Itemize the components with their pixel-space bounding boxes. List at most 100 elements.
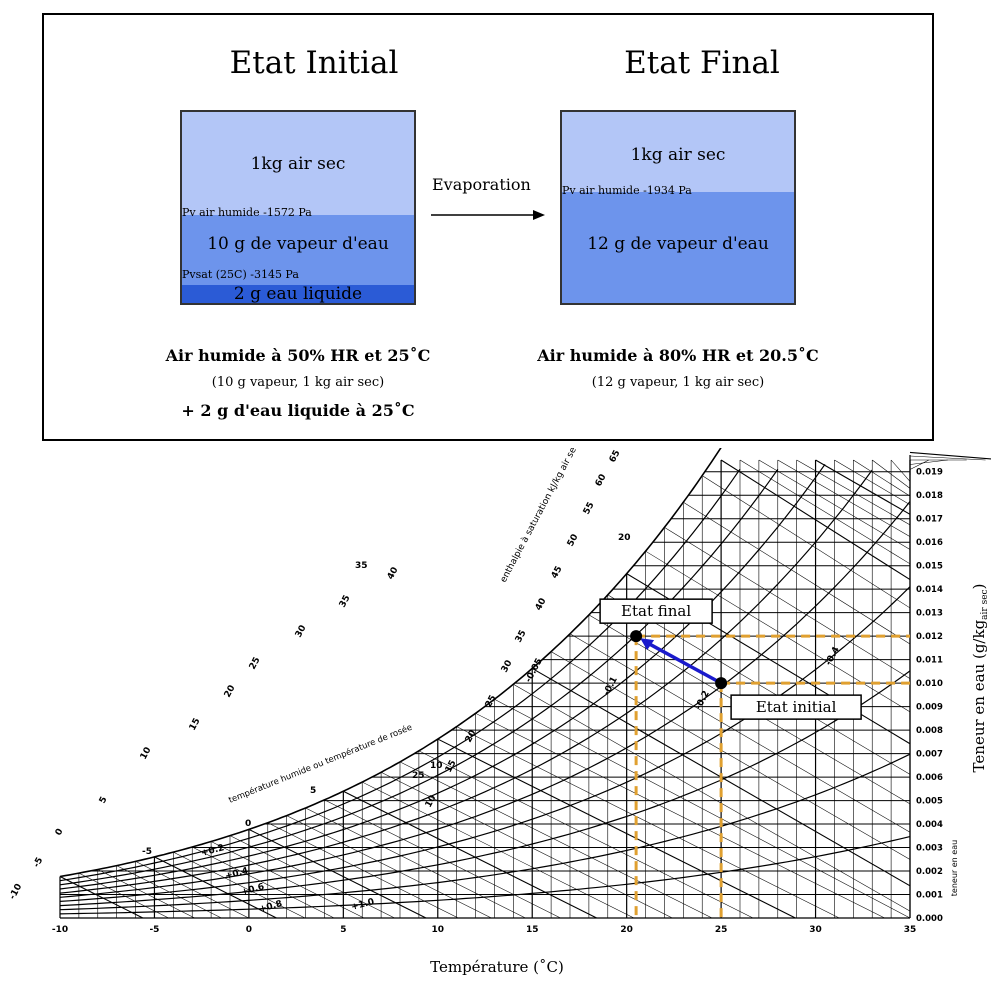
- dew-axis-label: température humide ou température de ros…: [227, 722, 414, 806]
- psychrometric-chart: -10 -5 0 5 10 15 20 25 30 35 0.000 0.001 0.002 0.003 0…: [0, 441, 991, 990]
- chart-svg: -10 -5 0 5 10 15 20 25 30 350.0000.0010.0020.0030…: [8, 441, 991, 976]
- x-tick-label: -10: [52, 925, 68, 935]
- y-tick-label: 0.001: [916, 891, 943, 901]
- y-tick-label: 0.019: [916, 468, 943, 478]
- y-tick-label: 0.010: [916, 679, 943, 689]
- enthalpy-gridline: [683, 502, 911, 645]
- enthalpy-axis-label: enthalpie à saturation kJ/kg air sec: [499, 448, 581, 584]
- initial-liquid-layer: [182, 285, 414, 303]
- y-tick-label: 0.005: [916, 797, 943, 807]
- enthalpy-gridline: [97, 869, 195, 919]
- y-tick-label: 0.018: [916, 491, 943, 501]
- y-tick-label: 0.003: [916, 844, 943, 854]
- y-tick-label: 0.014: [916, 585, 943, 595]
- y-tick-label: 0.013: [916, 609, 943, 619]
- initial-air-layer: [182, 112, 414, 215]
- initial-vapor-layer: [182, 215, 414, 285]
- y-tick-label: 0.006: [916, 773, 943, 783]
- enthalpy-gridline: [909, 455, 986, 461]
- relative-humidity-curve: [59, 670, 911, 907]
- enthalpy-gridline: [513, 684, 911, 912]
- y-axis-label: Teneur en eau (g/kgair sec): [970, 584, 990, 773]
- enthalpy-gridline: [494, 698, 911, 919]
- y-tick-label: 0.007: [916, 750, 943, 760]
- initial-caption-liquid: + 2 g d'eau liquide à 25˚C: [181, 401, 415, 420]
- enthalpy-tick-label: 45: [550, 565, 565, 581]
- left-scale-tick-label: -5: [32, 856, 46, 870]
- initial-pv-label: Pv air humide -1572 Pa: [182, 206, 312, 219]
- enthalpy-gridline: [815, 459, 911, 515]
- initial-caption-sub: (10 g vapeur, 1 kg air sec): [211, 375, 385, 390]
- y-tick-label: 0.004: [916, 820, 943, 830]
- enthalpy-tick-label: 35: [514, 629, 529, 645]
- enthalpy-gridline: [550, 651, 911, 860]
- correction-label: +0.8: [258, 899, 283, 915]
- enthalpy-tick-label: 10: [424, 794, 439, 810]
- enthalpy-gridline: [909, 451, 991, 460]
- enthalpy-gridline: [173, 851, 306, 919]
- left-scale-tick-label: 40: [386, 566, 401, 582]
- initial-state-label-text: Etat initial: [756, 698, 837, 716]
- y-tick-label: 0.017: [916, 515, 943, 525]
- x-tick-label: 15: [526, 925, 539, 935]
- enthalpy-gridline: [343, 790, 597, 919]
- enthalpy-tick-label: 15: [444, 759, 459, 775]
- x-tick-label: 25: [715, 925, 728, 935]
- final-tank: 1kg air sec Pv air humide -1934 Pa 12 g …: [560, 110, 796, 305]
- x-tick-label: 0: [246, 925, 252, 935]
- saturation-curve: [59, 447, 722, 878]
- enthalpy-gridline: [607, 594, 911, 775]
- x-tick-label: 35: [904, 925, 917, 935]
- enthalpy-gridline: [796, 459, 911, 526]
- x-tick-label: 10: [432, 925, 445, 935]
- enthalpy-gridline: [418, 750, 754, 919]
- y-tick-label: 0.000: [916, 914, 943, 924]
- states-diagram: Etat Initial Etat Final 1kg air sec Pv a…: [42, 13, 934, 441]
- relative-humidity-curve: [59, 586, 911, 902]
- enthalpy-gridline: [834, 459, 911, 506]
- correction-label: +0.6: [240, 882, 265, 898]
- x-axis-label: Température (˚C): [430, 958, 564, 976]
- chart-grid: [59, 447, 991, 919]
- relative-humidity-curve: [59, 469, 873, 894]
- left-scale-tick-label: 25: [248, 656, 263, 672]
- left-scale-tick-label: 0: [54, 827, 66, 837]
- enthalpy-gridline: [872, 459, 911, 489]
- y-axis-label-subscript: air sec: [980, 589, 990, 619]
- x-tick-label: 5: [340, 925, 346, 935]
- initial-pvsat-label: Pvsat (25C) -3145 Pa: [182, 268, 299, 281]
- relative-humidity-curve: [59, 836, 911, 915]
- left-scale-tick-label: -10: [8, 882, 24, 901]
- enthalpy-gridline: [267, 822, 459, 919]
- final-vapor-layer: [562, 192, 794, 303]
- x-tick-label: 30: [809, 925, 822, 935]
- left-scale-tick-label: 15: [188, 717, 203, 733]
- y-tick-label: 0.012: [916, 632, 943, 642]
- y-axis-label-end: ): [970, 584, 988, 590]
- x-tick-label: -5: [149, 925, 159, 935]
- initial-state-point: [715, 677, 728, 690]
- process-arrow-line: [645, 640, 722, 685]
- enthalpy-gridline: [909, 459, 930, 470]
- enthalpy-gridline: [399, 761, 713, 919]
- correction-label: -0.05: [524, 657, 545, 685]
- misc-chart-label: 20: [618, 533, 631, 543]
- correction-label: +1.0: [350, 897, 375, 913]
- right-axis-small-label: teneur en eau: [950, 840, 959, 896]
- final-state-label-text: Etat final: [621, 602, 691, 620]
- initial-tank: 1kg air sec Pv air humide -1572 Pa 10 g …: [180, 110, 416, 305]
- enthalpy-gridline: [720, 459, 911, 581]
- relative-humidity-curve: [59, 753, 911, 911]
- enthalpy-tick-label: 60: [594, 473, 609, 489]
- final-state-title: Etat Final: [624, 45, 780, 81]
- correction-label: -0.2: [694, 689, 712, 711]
- dew-tick-label: -5: [142, 847, 152, 857]
- y-tick-label: 0.009: [916, 703, 943, 713]
- enthalpy-gridline: [853, 459, 911, 497]
- enthalpy-gridline: [362, 781, 635, 919]
- enthalpy-gridline: [305, 807, 526, 919]
- enthalpy-gridline: [739, 459, 911, 565]
- final-state-point: [630, 630, 643, 643]
- left-scale-tick-label: 20: [223, 684, 238, 700]
- left-scale-tick-label: 5: [98, 795, 110, 805]
